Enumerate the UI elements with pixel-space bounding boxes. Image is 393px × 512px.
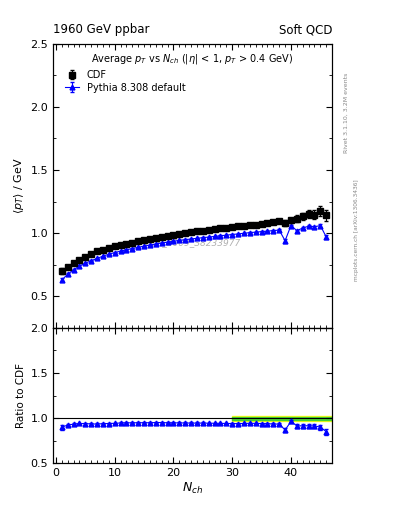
Y-axis label: $\langle p_T \rangle$ / GeV: $\langle p_T \rangle$ / GeV	[12, 157, 26, 214]
Text: Soft QCD: Soft QCD	[279, 24, 332, 36]
Legend: CDF, Pythia 8.308 default: CDF, Pythia 8.308 default	[64, 68, 187, 95]
Y-axis label: Ratio to CDF: Ratio to CDF	[16, 363, 26, 428]
Text: Rivet 3.1.10, 3.2M events: Rivet 3.1.10, 3.2M events	[344, 73, 349, 153]
Text: 1960 GeV ppbar: 1960 GeV ppbar	[53, 24, 150, 36]
Text: mcplots.cern.ch [arXiv:1306.3436]: mcplots.cern.ch [arXiv:1306.3436]	[354, 180, 359, 281]
Text: CDF_2009_S8233977: CDF_2009_S8233977	[145, 238, 241, 247]
Text: Average $p_T$ vs $N_{ch}$ ($|\eta|$ < 1, $p_T$ > 0.4 GeV): Average $p_T$ vs $N_{ch}$ ($|\eta|$ < 1,…	[92, 52, 294, 66]
X-axis label: $N_{ch}$: $N_{ch}$	[182, 481, 203, 496]
